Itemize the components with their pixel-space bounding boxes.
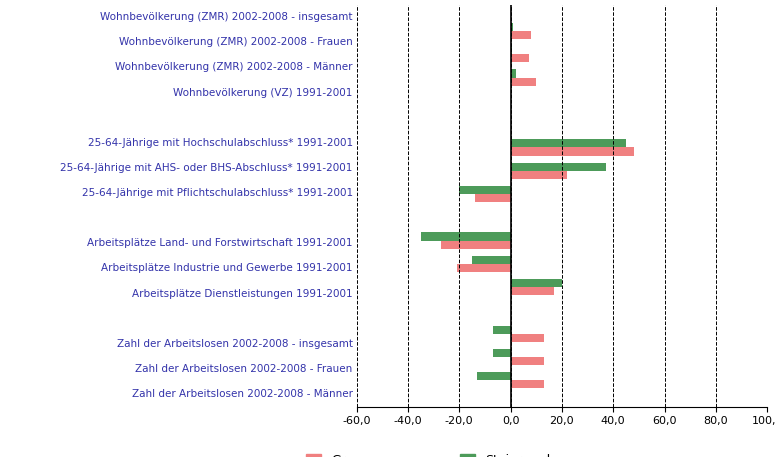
Text: Arbeitsplätze Land- und Forstwirtschaft 1991-2001: Arbeitsplätze Land- und Forstwirtschaft …	[87, 239, 353, 248]
Text: 25-64-Jährige mit Pflichtschulabschluss* 1991-2001: 25-64-Jährige mit Pflichtschulabschluss*…	[81, 188, 353, 198]
Bar	[459, 186, 511, 194]
Bar	[493, 349, 511, 357]
Bar	[511, 23, 513, 31]
Bar	[477, 372, 511, 380]
Text: Wohnbevölkerung (VZ) 1991-2001: Wohnbevölkerung (VZ) 1991-2001	[174, 88, 353, 97]
Bar	[456, 264, 511, 272]
Bar	[441, 240, 511, 249]
Bar	[511, 171, 567, 179]
Text: Zahl der Arbeitslosen 2002-2008 - Männer: Zahl der Arbeitslosen 2002-2008 - Männer	[132, 389, 353, 399]
Bar	[511, 380, 544, 388]
Bar	[511, 78, 536, 86]
Text: Wohnbevölkerung (ZMR) 2002-2008 - Frauen: Wohnbevölkerung (ZMR) 2002-2008 - Frauen	[119, 37, 353, 47]
Legend: Graz, Steiermark: Graz, Steiermark	[301, 449, 560, 457]
Text: Wohnbevölkerung (ZMR) 2002-2008 - Männer: Wohnbevölkerung (ZMR) 2002-2008 - Männer	[115, 63, 353, 72]
Bar	[511, 287, 554, 295]
Bar	[511, 31, 531, 39]
Text: Arbeitsplätze Industrie und Gewerbe 1991-2001: Arbeitsplätze Industrie und Gewerbe 1991…	[101, 264, 353, 273]
Bar	[511, 148, 634, 155]
Bar	[511, 357, 544, 365]
Bar	[511, 69, 515, 78]
Text: Zahl der Arbeitslosen 2002-2008 - insgesamt: Zahl der Arbeitslosen 2002-2008 - insges…	[116, 339, 353, 349]
Text: 25-64-Jährige mit AHS- oder BHS-Abschluss* 1991-2001: 25-64-Jährige mit AHS- oder BHS-Abschlus…	[60, 163, 353, 173]
Bar	[511, 163, 605, 171]
Text: Wohnbevölkerung (ZMR) 2002-2008 - insgesamt: Wohnbevölkerung (ZMR) 2002-2008 - insges…	[100, 12, 353, 22]
Text: Arbeitsplätze Dienstleistungen 1991-2001: Arbeitsplätze Dienstleistungen 1991-2001	[132, 289, 353, 298]
Bar	[493, 325, 511, 334]
Text: 25-64-Jährige mit Hochschulabschluss* 1991-2001: 25-64-Jährige mit Hochschulabschluss* 19…	[88, 138, 353, 148]
Bar	[511, 46, 512, 54]
Bar	[511, 334, 544, 342]
Bar	[511, 139, 626, 148]
Text: Zahl der Arbeitslosen 2002-2008 - Frauen: Zahl der Arbeitslosen 2002-2008 - Frauen	[136, 364, 353, 374]
Bar	[511, 279, 562, 287]
Bar	[474, 194, 511, 202]
Bar	[421, 233, 511, 240]
Bar	[472, 256, 511, 264]
Bar	[511, 54, 529, 63]
